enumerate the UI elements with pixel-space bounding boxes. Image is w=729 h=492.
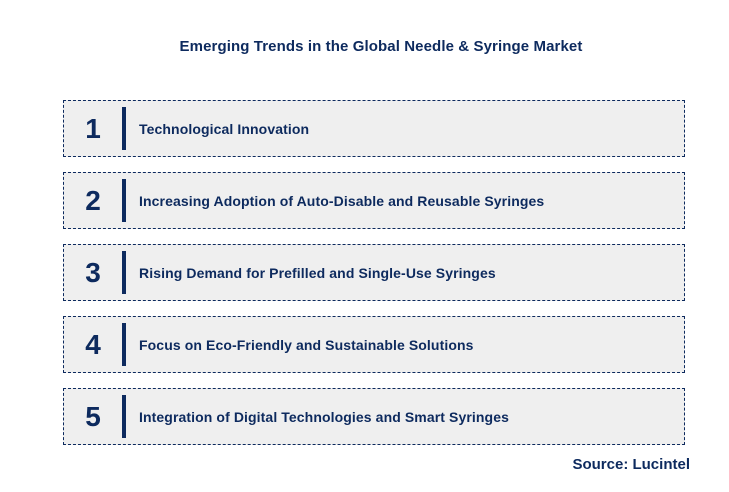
trend-label: Technological Innovation bbox=[139, 120, 310, 137]
trend-box-1: 1 Technological Innovation bbox=[63, 100, 685, 157]
source-attribution: Source: Lucintel bbox=[572, 456, 690, 473]
divider-bar bbox=[122, 251, 126, 294]
trend-label: Integration of Digital Technologies and … bbox=[139, 408, 509, 425]
divider-bar bbox=[122, 107, 126, 150]
trend-number: 1 bbox=[85, 112, 101, 144]
divider-bar bbox=[122, 179, 126, 222]
trend-list: 1 Technological Innovation 2 Increasing … bbox=[63, 100, 685, 460]
trend-box-3: 3 Rising Demand for Prefilled and Single… bbox=[63, 244, 685, 301]
trend-number: 5 bbox=[85, 400, 101, 432]
trend-box-2: 2 Increasing Adoption of Auto-Disable an… bbox=[63, 172, 685, 229]
trend-label: Focus on Eco-Friendly and Sustainable So… bbox=[139, 336, 474, 353]
trend-label: Increasing Adoption of Auto-Disable and … bbox=[139, 192, 545, 209]
divider-bar bbox=[122, 323, 126, 366]
page-title: Emerging Trends in the Global Needle & S… bbox=[179, 38, 583, 55]
divider-bar bbox=[122, 395, 126, 438]
trend-box-5: 5 Integration of Digital Technologies an… bbox=[63, 388, 685, 445]
trend-label: Rising Demand for Prefilled and Single-U… bbox=[139, 264, 496, 281]
trend-number: 3 bbox=[85, 256, 101, 288]
trend-box-4: 4 Focus on Eco-Friendly and Sustainable … bbox=[63, 316, 685, 373]
trend-number: 4 bbox=[85, 328, 101, 360]
trend-number: 2 bbox=[85, 184, 101, 216]
